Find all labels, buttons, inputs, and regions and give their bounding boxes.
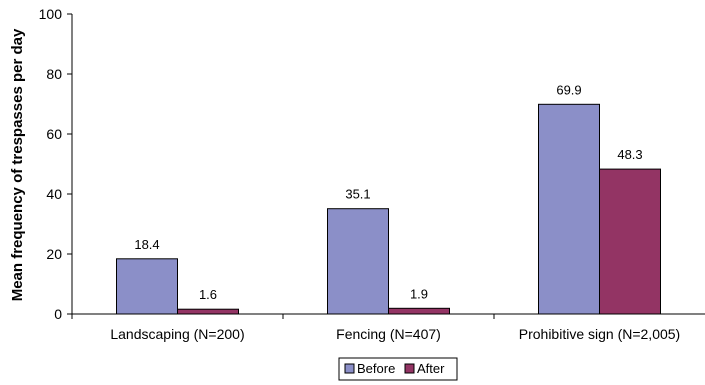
bar-before-2 [538,103,600,315]
bar-before-1 [327,208,389,315]
legend-box [338,357,458,381]
axes: 0 20 40 60 80 100 Landscaping (N=200) Fencing (… [39,6,705,342]
data-label: 1.6 [199,287,217,302]
data-label: 69.9 [556,82,581,97]
legend-label-after: After [417,361,445,376]
legend-swatch-before [344,363,355,374]
bar-after-1 [388,307,450,315]
y-tick-label: 100 [39,6,63,22]
y-tick-label: 80 [46,66,62,82]
bar-before-0 [116,258,178,315]
data-label: 18.4 [134,237,159,252]
legend-label-before: Before [357,361,395,376]
x-tick-label: Landscaping (N=200) [110,326,244,342]
y-tick-label: 20 [46,246,62,262]
y-axis-label: Mean frequency of trespasses per day [9,28,26,301]
y-tick-label: 0 [54,306,62,322]
data-label: 48.3 [617,147,642,162]
data-label: 1.9 [410,286,428,301]
y-tick-label: 60 [46,126,62,142]
x-tick-label: Fencing (N=407) [336,326,441,342]
bars: 18.4 1.6 35.1 1.9 69.9 48.3 [116,82,661,315]
y-tick-label: 40 [46,186,62,202]
data-label: 35.1 [345,187,370,202]
legend: Before After [338,357,458,381]
bar-after-0 [177,308,239,315]
legend-swatch-after [404,363,415,374]
bar-after-2 [599,168,661,315]
x-tick-label: Prohibitive sign (N=2,005) [519,326,680,342]
